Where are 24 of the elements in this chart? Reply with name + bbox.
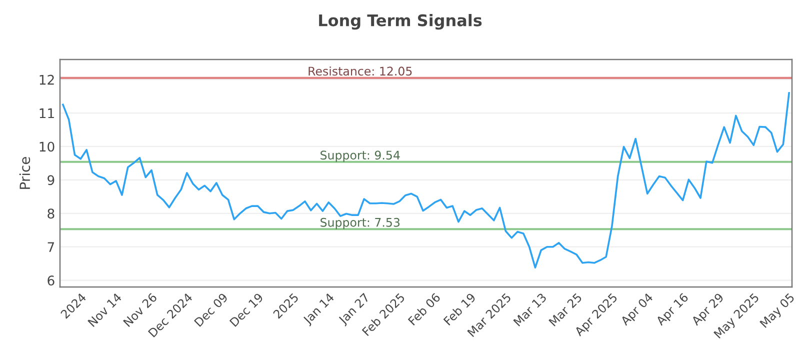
chart-title: Long Term Signals [319,14,482,30]
x-tick-label: Feb 19 [443,292,476,326]
ref-line-label: Resistance: 12.05 [308,66,412,76]
ref-line-label: Support: 7.53 [320,218,400,230]
x-tick-label: Apr 16 [655,292,690,328]
y-axis-title: Price [19,157,30,189]
x-tick-label: Nov 14 [88,292,122,328]
y-tick-label: 12 [40,74,54,85]
x-tick-label: Apr 04 [620,292,655,328]
y-tick-label: 7 [48,242,54,252]
y-tick-label: 10 [40,142,54,152]
x-tick-label: Nov 26 [122,292,158,328]
y-tick-label: 6 [48,276,54,286]
x-tick-label: Feb 06 [408,292,441,326]
y-tick-label: 9 [48,175,54,186]
x-tick-label: Dec 09 [194,292,228,327]
x-tick-label: Mar 25 [548,292,582,327]
ref-line-label: Support: 9.54 [320,150,400,162]
line-series [62,92,790,268]
y-tick-label: 8 [48,208,54,219]
x-tick-label: Jan 14 [302,292,336,326]
y-tick-label: 11 [40,108,54,118]
x-tick-label: Dec 19 [229,292,264,327]
x-tick-label: Mar 13 [513,292,547,327]
